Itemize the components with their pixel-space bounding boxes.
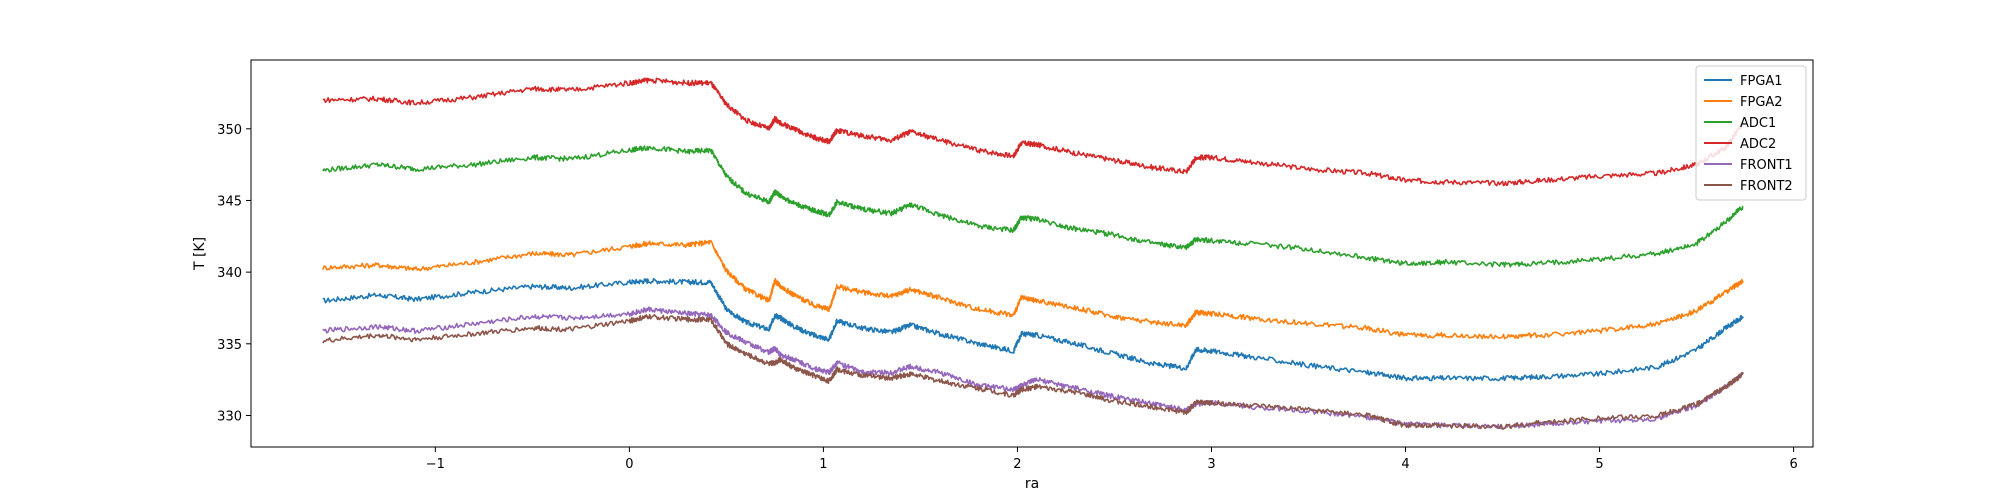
legend-label-fpga1: FPGA1 bbox=[1740, 74, 1783, 89]
x-tick-label: 1 bbox=[819, 457, 827, 472]
y-tick-label: 335 bbox=[217, 338, 242, 353]
plot-area-frame bbox=[250, 59, 1814, 448]
y-tick-label: 345 bbox=[217, 194, 242, 209]
y-axis-label: T [K] bbox=[192, 237, 208, 271]
x-tick-label: 0 bbox=[625, 457, 633, 472]
x-tick-label: 6 bbox=[1789, 457, 1797, 472]
y-tick-label: 340 bbox=[217, 266, 242, 281]
x-tick-label: 3 bbox=[1207, 457, 1215, 472]
legend-label-fpga2: FPGA2 bbox=[1740, 95, 1783, 110]
series-line-adc2 bbox=[322, 77, 1744, 187]
x-axis: −1 0 1 2 3 4 5 6 bbox=[426, 447, 1798, 472]
x-tick-label: −1 bbox=[426, 457, 445, 472]
series-line-fpga2 bbox=[322, 239, 1744, 340]
y-tick-label: 350 bbox=[217, 123, 242, 138]
series-line-fpga1 bbox=[322, 278, 1744, 382]
legend-label-front2: FRONT2 bbox=[1740, 179, 1793, 194]
legend: FPGA1 FPGA2 ADC1 ADC2 FRONT1 FRONT2 bbox=[1695, 65, 1807, 201]
plot-series-group bbox=[322, 77, 1744, 430]
legend-box bbox=[1695, 65, 1807, 201]
y-tick-label: 330 bbox=[217, 409, 242, 424]
series-line-adc1 bbox=[322, 145, 1744, 268]
x-tick-label: 2 bbox=[1013, 457, 1021, 472]
y-axis: 330 335 340 345 350 bbox=[217, 123, 251, 424]
x-tick-label: 4 bbox=[1401, 457, 1409, 472]
legend-label-adc1: ADC1 bbox=[1740, 116, 1776, 131]
x-tick-label: 5 bbox=[1595, 457, 1603, 472]
legend-label-adc2: ADC2 bbox=[1740, 137, 1776, 152]
x-axis-label: ra bbox=[1025, 476, 1039, 492]
series-line-front2 bbox=[322, 313, 1744, 430]
legend-label-front1: FRONT1 bbox=[1740, 158, 1793, 173]
